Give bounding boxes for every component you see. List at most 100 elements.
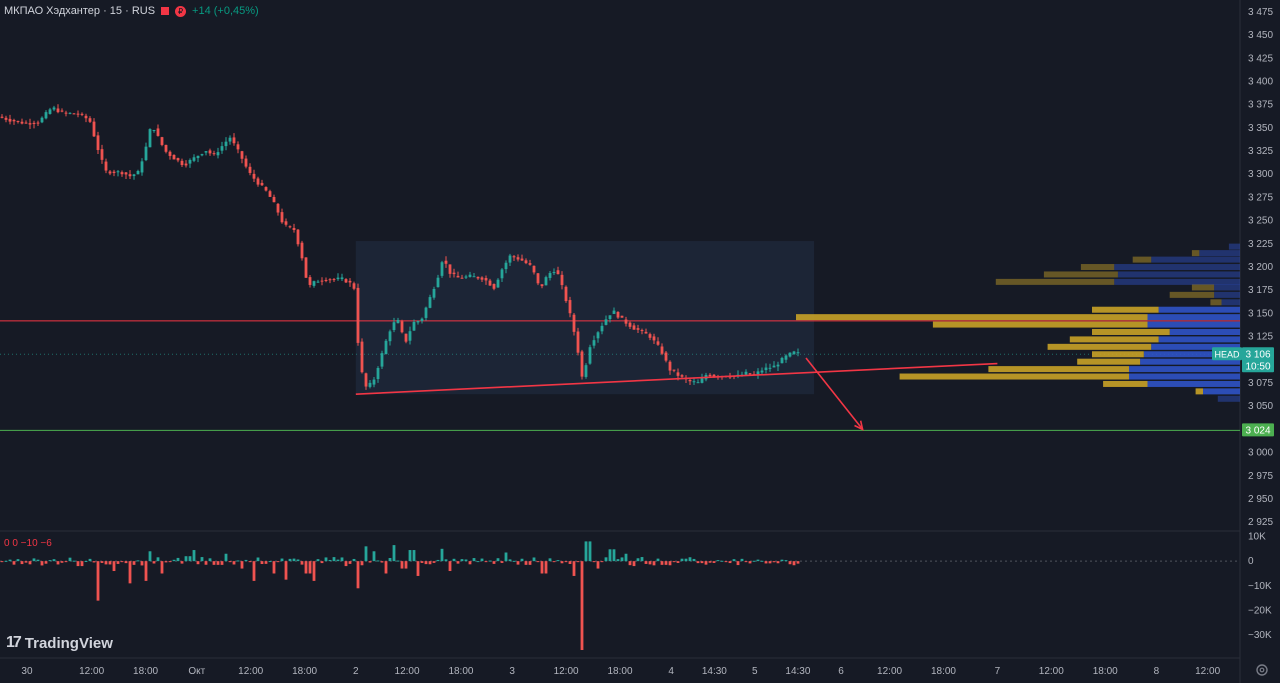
candle xyxy=(36,122,40,124)
tradingview-logo[interactable]: 17 TradingView xyxy=(6,634,113,652)
candle xyxy=(48,109,52,114)
volume-bar xyxy=(404,561,408,569)
volume-bar xyxy=(64,561,68,563)
candle xyxy=(636,328,640,330)
volume-bar xyxy=(32,558,36,562)
time-axis-label: 18:00 xyxy=(292,666,317,677)
candle xyxy=(92,121,96,137)
candle xyxy=(384,340,388,355)
time-axis-label: 12:00 xyxy=(1039,666,1064,677)
volume-bar xyxy=(148,551,152,562)
volume-bar xyxy=(332,557,336,562)
time-axis-label: 18:00 xyxy=(607,666,632,677)
candle xyxy=(228,137,232,142)
volume-profile-bar-buy xyxy=(1210,299,1222,306)
volume-bar xyxy=(688,557,692,562)
candle xyxy=(772,365,776,368)
candle xyxy=(504,262,508,270)
candle xyxy=(152,130,156,132)
time-axis-label: Окт xyxy=(188,666,205,677)
projection-arrow-head xyxy=(854,420,864,431)
candle xyxy=(500,269,504,279)
volume-bar xyxy=(112,561,116,572)
candle xyxy=(108,171,112,174)
candle xyxy=(16,120,20,122)
candle xyxy=(188,159,192,164)
candle xyxy=(412,321,416,331)
candle xyxy=(208,150,212,154)
candle xyxy=(416,321,420,323)
volume-bar xyxy=(264,561,268,564)
flag-icon[interactable] xyxy=(161,7,170,15)
volume-bar xyxy=(180,561,184,564)
candle xyxy=(360,341,364,373)
last-price-tag-bg xyxy=(1242,347,1274,373)
volume-profile-bar-buy xyxy=(1103,380,1148,387)
candle xyxy=(608,315,612,319)
time-axis-label: 8 xyxy=(1154,666,1160,677)
volume-bar xyxy=(532,557,536,562)
support-trendline[interactable] xyxy=(355,362,998,395)
volume-bar xyxy=(80,561,84,567)
volume-bar xyxy=(520,558,524,562)
candle xyxy=(80,113,84,115)
candle xyxy=(620,315,624,318)
volume-profile-bar-buy xyxy=(1195,388,1203,395)
volume-bar xyxy=(744,561,748,563)
time-axis-label: 12:00 xyxy=(877,666,902,677)
candle xyxy=(72,113,76,115)
candle xyxy=(336,277,340,280)
volume-profile-bar-sell xyxy=(1151,343,1240,350)
volume-bar xyxy=(488,560,492,562)
volume-bar xyxy=(396,560,400,562)
volume-profile-bar-sell xyxy=(1169,328,1240,335)
indicator-legend[interactable]: 0 0 −10 −6 xyxy=(4,538,52,549)
candle xyxy=(120,172,124,175)
candle xyxy=(288,226,292,228)
volume-profile-bar-sell xyxy=(1129,373,1240,380)
candle xyxy=(680,375,684,377)
candle xyxy=(488,280,492,286)
volume-profile[interactable] xyxy=(796,243,1240,402)
volume-profile-bar-buy xyxy=(1191,250,1200,257)
volume-bar xyxy=(132,561,136,565)
volume-bar xyxy=(704,561,708,565)
candle xyxy=(124,172,128,175)
time-axis-label: 14:30 xyxy=(785,666,810,677)
volume-bar xyxy=(240,561,244,569)
volume-bar xyxy=(436,559,440,562)
gear-icon[interactable] xyxy=(1255,663,1269,677)
volume-bar xyxy=(276,561,280,563)
candle xyxy=(180,160,184,166)
volume-bar xyxy=(680,558,684,562)
candle xyxy=(116,171,120,173)
candle xyxy=(560,274,564,286)
volume-profile-bar-sell xyxy=(1147,380,1240,387)
volume-bar xyxy=(672,561,676,563)
candle xyxy=(592,340,596,346)
volume-bar xyxy=(172,559,176,562)
symbol-title[interactable]: МКПАО Хэдхантер · 15 · RUS xyxy=(4,5,156,17)
candle xyxy=(376,367,380,379)
candle xyxy=(144,146,148,161)
price-axis-label: 3 400 xyxy=(1248,76,1273,87)
volume-bar xyxy=(612,549,616,562)
volume-bar xyxy=(248,561,252,563)
candle xyxy=(496,279,500,288)
candle xyxy=(748,373,752,375)
candle xyxy=(568,300,572,314)
candle xyxy=(432,288,436,298)
candle xyxy=(564,286,568,302)
volume-bar xyxy=(596,561,600,569)
candle xyxy=(584,365,588,377)
candle xyxy=(292,227,296,231)
volume-bar xyxy=(188,556,192,562)
volume-bar xyxy=(748,561,752,564)
volume-bar xyxy=(508,559,512,562)
candle xyxy=(436,277,440,288)
candle xyxy=(528,263,532,265)
projection-arrow[interactable] xyxy=(805,357,864,430)
candle xyxy=(260,182,264,186)
candle xyxy=(100,149,104,160)
